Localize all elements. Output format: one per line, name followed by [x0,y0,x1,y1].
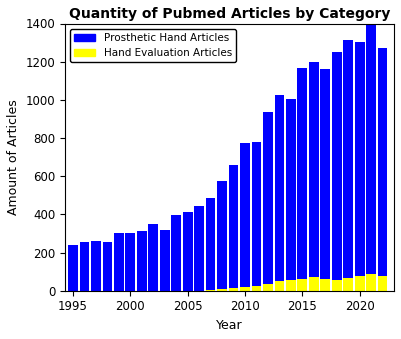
Bar [251,286,261,291]
Bar [343,278,353,291]
Bar [217,289,227,291]
Bar [103,242,112,291]
Bar [217,181,227,289]
Bar [91,241,101,291]
Bar [160,230,170,291]
Bar [126,233,135,291]
Bar [194,206,204,291]
Bar [240,287,250,291]
Bar [378,48,387,277]
Bar [320,279,330,291]
Y-axis label: Amount of Articles: Amount of Articles [7,99,20,215]
Bar [183,212,192,291]
Bar [275,95,284,281]
Bar [332,280,342,291]
Bar [229,165,239,288]
Legend: Prosthetic Hand Articles, Hand Evaluation Articles: Prosthetic Hand Articles, Hand Evaluatio… [70,29,236,62]
Bar [114,233,124,291]
Bar [332,52,342,280]
Bar [309,62,319,277]
Bar [263,284,273,291]
Bar [263,112,273,284]
Bar [275,281,284,291]
Bar [355,276,365,291]
Bar [251,142,261,286]
X-axis label: Year: Year [216,319,243,332]
Bar [355,42,365,276]
Bar [309,277,319,291]
Bar [229,288,239,291]
Bar [206,290,215,291]
Bar [79,242,89,291]
Title: Quantity of Pubmed Articles by Category: Quantity of Pubmed Articles by Category [69,7,390,21]
Bar [68,245,78,291]
Bar [320,69,330,279]
Bar [148,224,158,291]
Bar [240,143,250,287]
Bar [378,277,387,291]
Bar [137,231,147,291]
Bar [286,99,296,280]
Bar [206,198,215,290]
Bar [343,40,353,278]
Bar [286,280,296,291]
Bar [298,68,307,279]
Bar [366,25,376,274]
Bar [366,274,376,291]
Bar [171,215,181,291]
Bar [298,279,307,291]
